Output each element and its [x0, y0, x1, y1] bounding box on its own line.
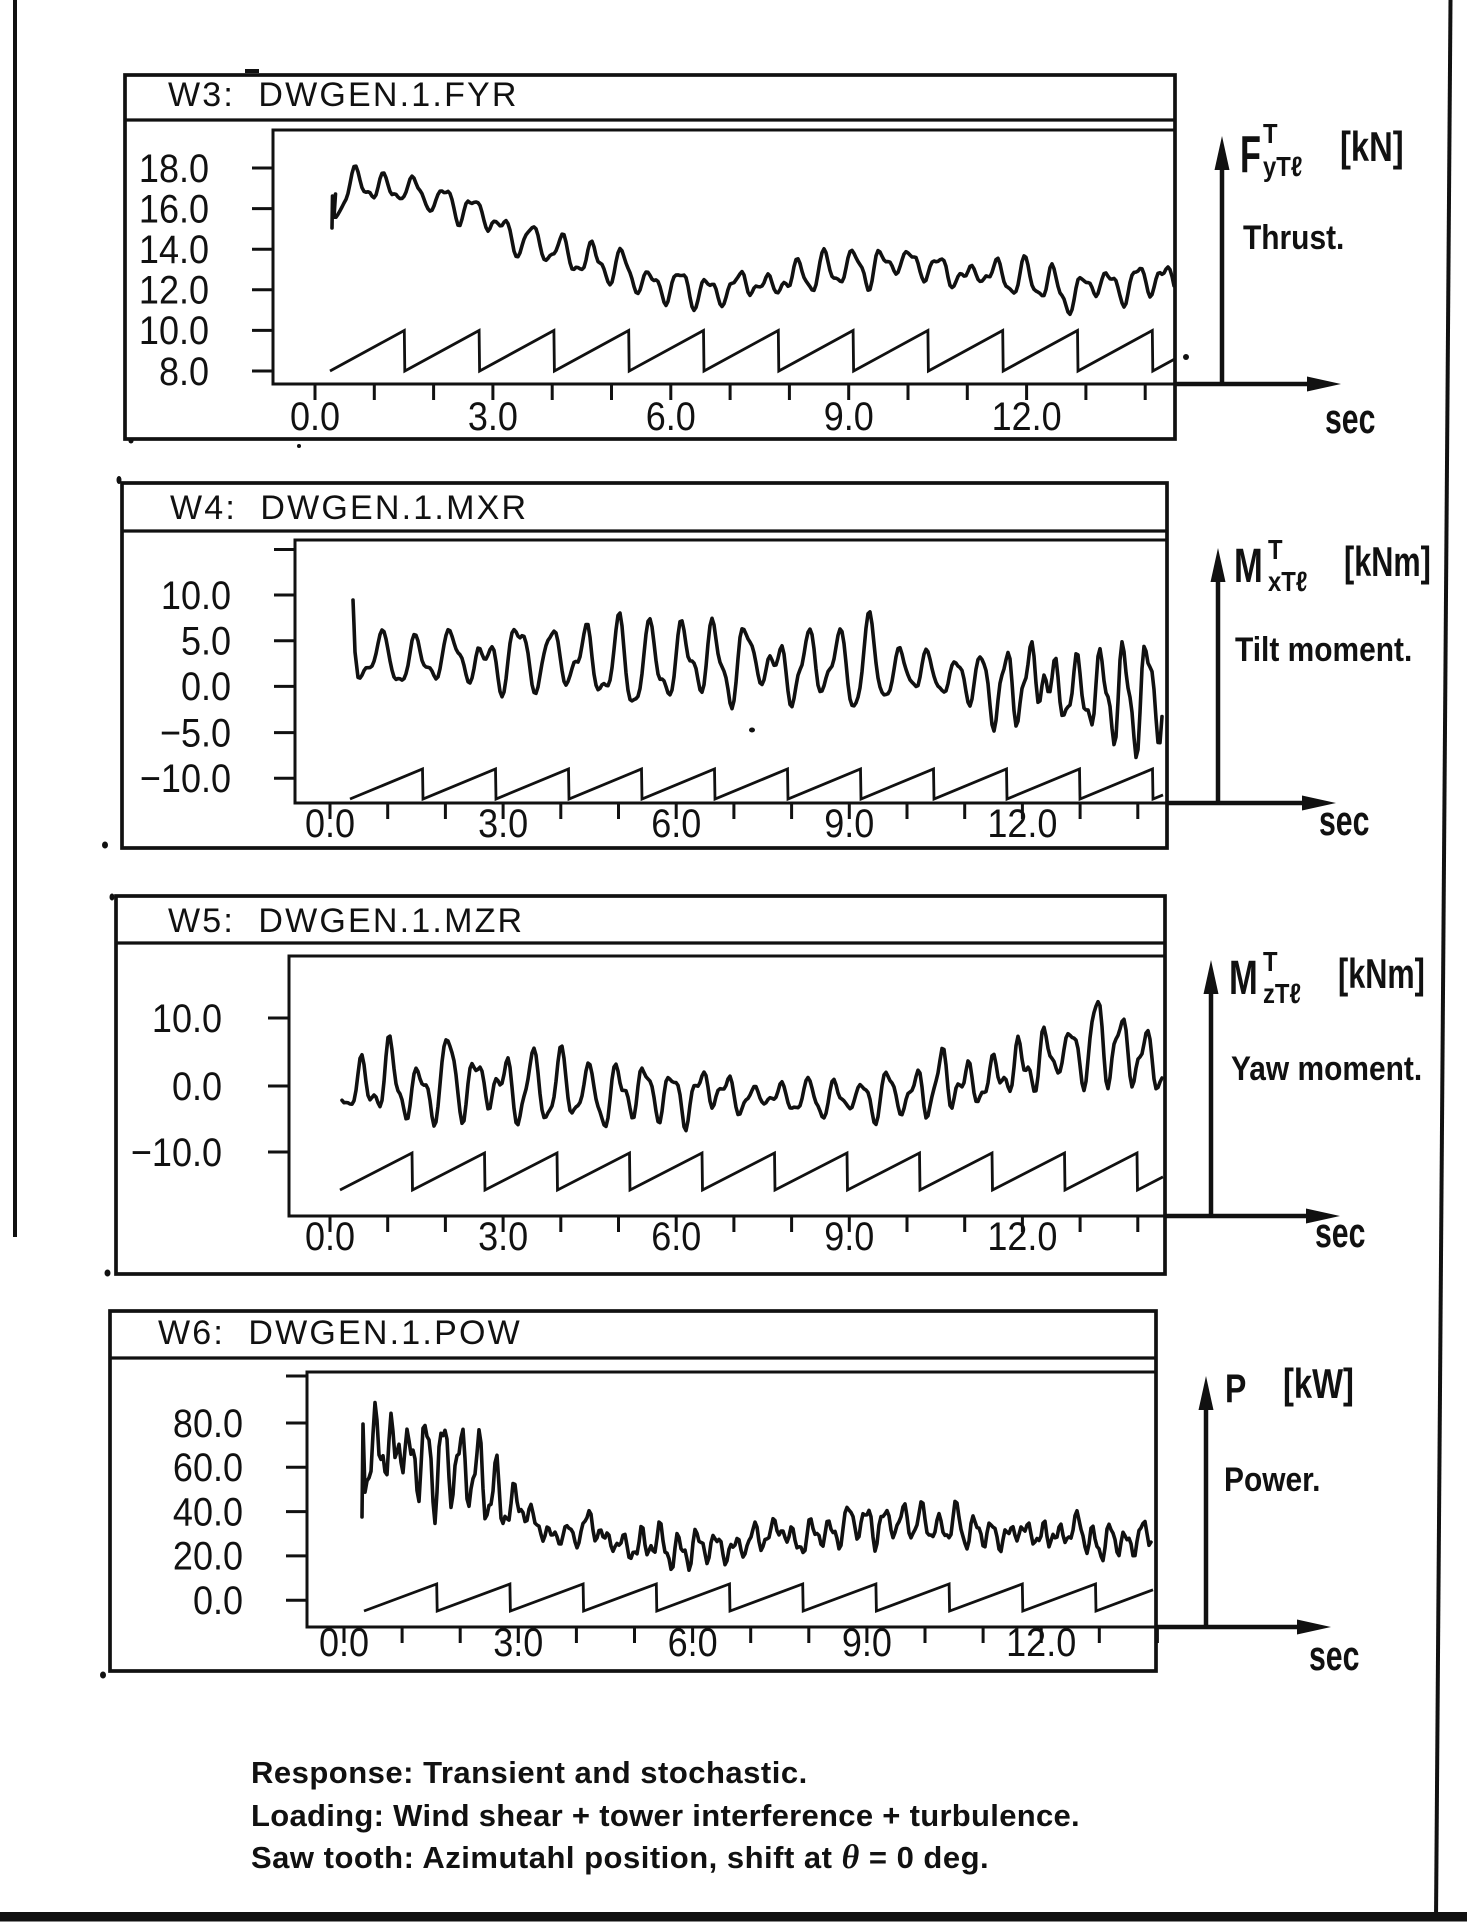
svg-text:0.0: 0.0	[193, 1579, 243, 1623]
svg-text:[kN]: [kN]	[1340, 123, 1404, 170]
svg-text:9.0: 9.0	[824, 395, 874, 439]
svg-text:3.0: 3.0	[478, 1215, 528, 1259]
svg-text:6.0: 6.0	[668, 1621, 718, 1665]
svg-text:sec: sec	[1319, 797, 1369, 844]
svg-text:20.0: 20.0	[173, 1535, 243, 1579]
svg-text:9.0: 9.0	[824, 802, 874, 846]
svg-text:sec: sec	[1315, 1209, 1365, 1256]
svg-text:10.0: 10.0	[152, 997, 222, 1041]
svg-text:M: M	[1234, 538, 1263, 592]
svg-text:8.0: 8.0	[159, 350, 209, 394]
svg-text:T: T	[1268, 533, 1283, 565]
svg-text:W3: DWGEN.1.FYR: W3: DWGEN.1.FYR	[168, 76, 519, 114]
svg-text:W6: DWGEN.1.POW: W6: DWGEN.1.POW	[158, 1314, 522, 1352]
svg-text:0.0: 0.0	[305, 1215, 355, 1259]
svg-text:0.0: 0.0	[319, 1621, 369, 1665]
svg-text:12.0: 12.0	[139, 269, 209, 313]
svg-text:18.0: 18.0	[139, 147, 209, 191]
svg-text:9.0: 9.0	[842, 1621, 892, 1665]
svg-text:12.0: 12.0	[987, 802, 1057, 846]
svg-text:3.0: 3.0	[493, 1621, 543, 1665]
svg-text:Yaw moment.: Yaw moment.	[1231, 1049, 1422, 1087]
svg-text:5.0: 5.0	[181, 620, 231, 664]
svg-text:0.0: 0.0	[290, 395, 340, 439]
svg-text:yTℓ: yTℓ	[1263, 150, 1302, 182]
svg-text:−5.0: −5.0	[160, 712, 231, 756]
svg-text:−10.0: −10.0	[131, 1131, 222, 1175]
svg-text:12.0: 12.0	[1006, 1621, 1076, 1665]
svg-text:12.0: 12.0	[992, 395, 1062, 439]
svg-text:0.0: 0.0	[181, 666, 231, 710]
svg-text:Thrust.: Thrust.	[1243, 218, 1344, 256]
svg-text:6.0: 6.0	[646, 395, 696, 439]
svg-text:80.0: 80.0	[173, 1402, 243, 1446]
svg-text:T: T	[1263, 117, 1278, 149]
svg-text:F: F	[1240, 126, 1261, 184]
svg-text:14.0: 14.0	[139, 228, 209, 272]
svg-text:[kNm]: [kNm]	[1338, 950, 1425, 997]
svg-text:W4: DWGEN.1.MXR: W4: DWGEN.1.MXR	[170, 489, 528, 527]
svg-text:[kW]: [kW]	[1283, 1360, 1354, 1407]
svg-text:Saw tooth: Azimutahl position,: Saw tooth: Azimutahl position, shift at …	[251, 1839, 989, 1876]
svg-text:6.0: 6.0	[651, 1215, 701, 1259]
svg-text:12.0: 12.0	[987, 1215, 1057, 1259]
svg-text:T: T	[1263, 945, 1278, 977]
svg-text:−10.0: −10.0	[140, 757, 231, 801]
svg-text:Tilt moment.: Tilt moment.	[1235, 630, 1412, 668]
svg-text:W5: DWGEN.1.MZR: W5: DWGEN.1.MZR	[168, 902, 524, 940]
svg-text:10.0: 10.0	[161, 574, 231, 618]
svg-text:zTℓ: zTℓ	[1263, 977, 1301, 1009]
svg-text:0.0: 0.0	[305, 802, 355, 846]
svg-text:sec: sec	[1309, 1632, 1359, 1679]
svg-text:P: P	[1225, 1366, 1246, 1411]
svg-text:3.0: 3.0	[478, 802, 528, 846]
svg-text:Response: Transient and stocha: Response: Transient and stochastic.	[251, 1755, 808, 1790]
svg-text:40.0: 40.0	[173, 1491, 243, 1535]
svg-text:16.0: 16.0	[139, 188, 209, 232]
svg-text:M: M	[1229, 950, 1258, 1004]
svg-text:6.0: 6.0	[651, 802, 701, 846]
svg-text:Power.: Power.	[1224, 1460, 1320, 1498]
svg-text:Loading: Wind shear + tower in: Loading: Wind shear + tower interference…	[251, 1798, 1080, 1833]
svg-text:sec: sec	[1325, 395, 1375, 442]
svg-text:[kNm]: [kNm]	[1344, 538, 1431, 585]
svg-text:3.0: 3.0	[468, 395, 518, 439]
svg-text:9.0: 9.0	[824, 1215, 874, 1259]
svg-text:10.0: 10.0	[139, 310, 209, 354]
svg-text:xTℓ: xTℓ	[1268, 565, 1307, 597]
svg-text:60.0: 60.0	[173, 1446, 243, 1490]
svg-text:0.0: 0.0	[172, 1065, 222, 1109]
